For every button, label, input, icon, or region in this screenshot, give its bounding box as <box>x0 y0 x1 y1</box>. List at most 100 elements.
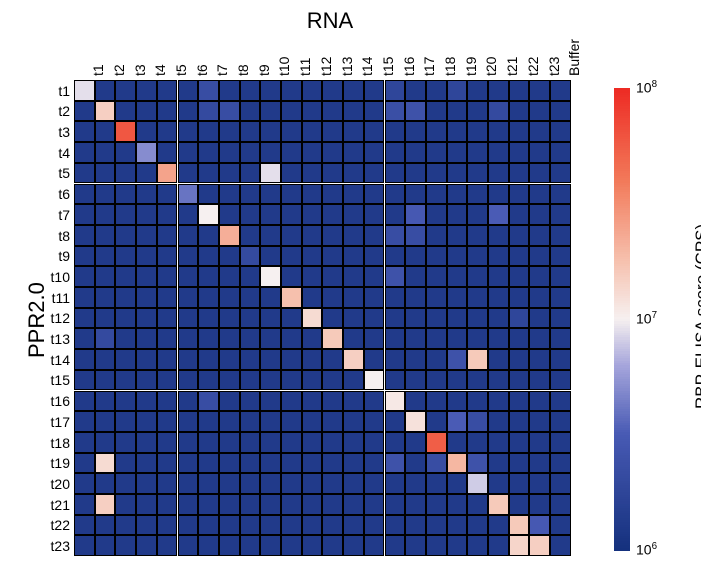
heatmap-cell <box>240 142 261 163</box>
heatmap-cell <box>198 328 219 349</box>
heatmap-cell <box>240 328 261 349</box>
heatmap <box>74 80 571 556</box>
heatmap-cell <box>302 184 323 205</box>
heatmap-cell <box>115 453 136 474</box>
heatmap-cell <box>550 391 571 412</box>
heatmap-cell <box>509 494 530 515</box>
heatmap-cell <box>74 411 95 432</box>
heatmap-cell <box>74 225 95 246</box>
heatmap-cell <box>240 411 261 432</box>
heatmap-cell <box>529 453 550 474</box>
heatmap-cell <box>509 391 530 412</box>
heatmap-cell <box>281 535 302 556</box>
heatmap-cell <box>198 432 219 453</box>
heatmap-cell <box>550 266 571 287</box>
heatmap-cell <box>302 391 323 412</box>
heatmap-cell <box>95 370 116 391</box>
heatmap-cell <box>302 80 323 101</box>
heatmap-cell <box>385 163 406 184</box>
heatmap-cell <box>322 184 343 205</box>
heatmap-cell <box>198 142 219 163</box>
heatmap-cell <box>157 453 178 474</box>
heatmap-cell <box>260 184 281 205</box>
heatmap-cell <box>157 225 178 246</box>
heatmap-cell <box>198 349 219 370</box>
x-tick-label: t6 <box>194 64 210 76</box>
x-tick-label: t16 <box>401 57 417 76</box>
heatmap-cell <box>426 204 447 225</box>
heatmap-cell <box>219 453 240 474</box>
heatmap-cell <box>95 328 116 349</box>
heatmap-cell <box>157 121 178 142</box>
heatmap-cell <box>198 494 219 515</box>
heatmap-cell <box>157 308 178 329</box>
heatmap-cell <box>302 453 323 474</box>
heatmap-cell <box>157 411 178 432</box>
heatmap-cell <box>405 246 426 267</box>
heatmap-cell <box>385 411 406 432</box>
colorbar-tick-label: 107 <box>636 310 657 327</box>
y-tick-label: t4 <box>0 145 70 161</box>
heatmap-cell <box>281 204 302 225</box>
heatmap-cell <box>322 453 343 474</box>
heatmap-cell <box>550 535 571 556</box>
heatmap-cell <box>136 142 157 163</box>
x-tick-label: t2 <box>111 64 127 76</box>
heatmap-cell <box>260 163 281 184</box>
heatmap-cell <box>467 432 488 453</box>
heatmap-cell <box>385 349 406 370</box>
heatmap-cell <box>447 101 468 122</box>
heatmap-cell <box>550 246 571 267</box>
heatmap-cell <box>302 101 323 122</box>
heatmap-cell <box>467 349 488 370</box>
heatmap-cell <box>405 101 426 122</box>
heatmap-cell <box>488 184 509 205</box>
heatmap-cell <box>405 225 426 246</box>
heatmap-cell <box>198 204 219 225</box>
heatmap-cell <box>426 287 447 308</box>
heatmap-cell <box>95 432 116 453</box>
heatmap-cell <box>529 535 550 556</box>
heatmap-cell <box>343 349 364 370</box>
heatmap-cell <box>115 535 136 556</box>
heatmap-cell <box>488 101 509 122</box>
x-axis-title: RNA <box>290 8 370 34</box>
heatmap-cell <box>364 473 385 494</box>
heatmap-cell <box>364 494 385 515</box>
heatmap-cell <box>364 204 385 225</box>
heatmap-cell <box>115 287 136 308</box>
heatmap-cell <box>115 121 136 142</box>
heatmap-cell <box>240 473 261 494</box>
heatmap-cell <box>488 473 509 494</box>
heatmap-cell <box>405 391 426 412</box>
heatmap-cell <box>550 80 571 101</box>
heatmap-cell <box>488 246 509 267</box>
heatmap-cell <box>488 308 509 329</box>
heatmap-cell <box>260 308 281 329</box>
heatmap-cell <box>405 204 426 225</box>
heatmap-cell <box>260 473 281 494</box>
heatmap-cell <box>529 163 550 184</box>
heatmap-cell <box>509 328 530 349</box>
heatmap-cell <box>74 535 95 556</box>
heatmap-cell <box>447 225 468 246</box>
heatmap-cell <box>240 349 261 370</box>
heatmap-cell <box>405 308 426 329</box>
heatmap-cell <box>447 204 468 225</box>
heatmap-cell <box>447 308 468 329</box>
heatmap-cell <box>260 225 281 246</box>
heatmap-cell <box>467 80 488 101</box>
heatmap-cell <box>240 246 261 267</box>
heatmap-cell <box>95 473 116 494</box>
heatmap-cell <box>219 246 240 267</box>
heatmap-cell <box>74 204 95 225</box>
heatmap-cell <box>115 266 136 287</box>
heatmap-cell <box>302 494 323 515</box>
heatmap-cell <box>488 142 509 163</box>
heatmap-cell <box>95 266 116 287</box>
heatmap-cell <box>74 121 95 142</box>
y-tick-label: t12 <box>0 310 70 326</box>
heatmap-cell <box>281 246 302 267</box>
heatmap-cell <box>240 370 261 391</box>
heatmap-cell <box>447 515 468 536</box>
